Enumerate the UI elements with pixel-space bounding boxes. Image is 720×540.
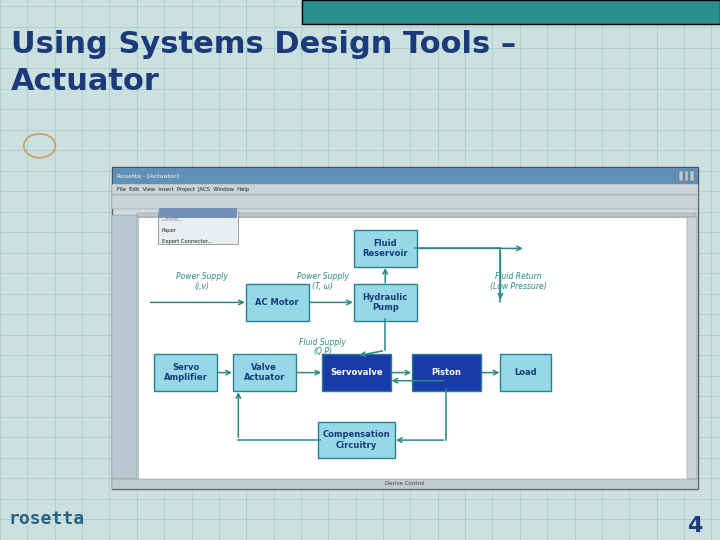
FancyBboxPatch shape [112, 167, 698, 184]
Text: (T, ω): (T, ω) [312, 281, 333, 291]
FancyBboxPatch shape [687, 217, 697, 479]
FancyBboxPatch shape [112, 195, 698, 209]
FancyBboxPatch shape [500, 354, 552, 391]
FancyBboxPatch shape [685, 171, 688, 181]
Text: Servo
Amplifier: Servo Amplifier [164, 363, 207, 382]
Text: Fluid Return: Fluid Return [495, 272, 541, 281]
Text: Fluid
Reservoir: Fluid Reservoir [362, 239, 408, 258]
Text: Fluid Supply: Fluid Supply [299, 338, 346, 347]
Text: (Q,P): (Q,P) [313, 347, 332, 356]
FancyBboxPatch shape [690, 171, 694, 181]
Text: Rosetta - [Actuator]: Rosetta - [Actuator] [117, 173, 179, 178]
FancyBboxPatch shape [112, 215, 137, 479]
Text: (i,v): (i,v) [194, 281, 209, 291]
Text: Hydraulic
Pump: Hydraulic Pump [363, 293, 408, 312]
Text: Define...: Define... [162, 217, 184, 222]
Text: Export Connector...: Export Connector... [162, 239, 212, 244]
FancyBboxPatch shape [233, 354, 296, 391]
FancyBboxPatch shape [112, 184, 698, 195]
Text: (Low Pressure): (Low Pressure) [490, 281, 546, 291]
Text: Using Systems Design Tools –: Using Systems Design Tools – [11, 30, 516, 59]
Text: File  Edit  View  Insert  Project  JACS  Window  Help: File Edit View Insert Project JACS Windo… [117, 187, 250, 192]
FancyBboxPatch shape [154, 354, 217, 391]
FancyBboxPatch shape [322, 354, 391, 391]
FancyBboxPatch shape [112, 167, 698, 489]
Text: Power Supply: Power Supply [297, 272, 348, 281]
FancyBboxPatch shape [112, 479, 698, 489]
Text: Valve
Actuator: Valve Actuator [243, 363, 285, 382]
FancyBboxPatch shape [137, 213, 696, 217]
FancyBboxPatch shape [158, 211, 238, 244]
FancyBboxPatch shape [354, 284, 417, 321]
Text: AC Motor: AC Motor [256, 298, 299, 307]
Text: Piston: Piston [431, 368, 462, 377]
Text: 4: 4 [687, 516, 702, 537]
Text: Load: Load [514, 368, 537, 377]
Text: Actuator: Actuator [11, 68, 160, 97]
Text: rosetta: rosetta [9, 510, 85, 529]
FancyBboxPatch shape [354, 230, 417, 267]
FancyBboxPatch shape [246, 284, 309, 321]
FancyBboxPatch shape [318, 422, 395, 458]
FancyBboxPatch shape [412, 354, 481, 391]
FancyBboxPatch shape [679, 171, 683, 181]
Text: Servovalve: Servovalve [330, 368, 383, 377]
Text: Define...: Define... [162, 217, 184, 222]
Text: Compensation
Circuitry: Compensation Circuitry [323, 430, 390, 450]
FancyBboxPatch shape [138, 217, 688, 479]
Text: Paper: Paper [162, 228, 177, 233]
FancyBboxPatch shape [159, 208, 237, 218]
Text: Power Supply: Power Supply [176, 272, 228, 281]
Text: Derive Control: Derive Control [385, 481, 425, 487]
FancyBboxPatch shape [302, 0, 720, 24]
